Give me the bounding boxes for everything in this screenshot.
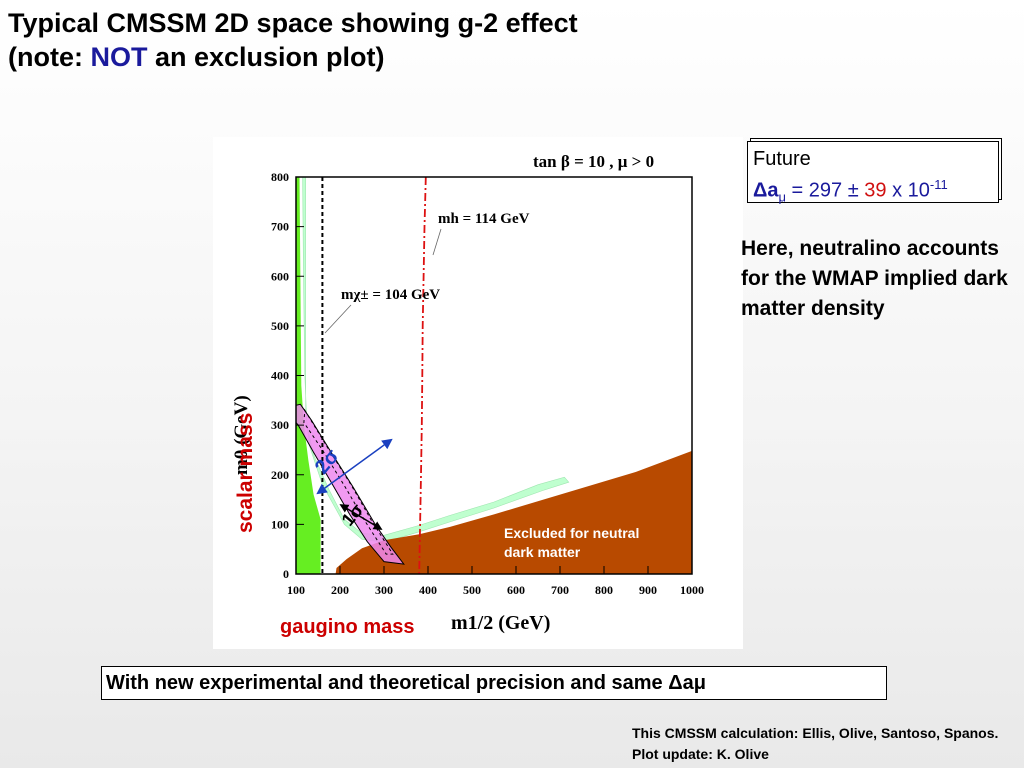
future-label: Future — [753, 148, 811, 170]
future-mu-sub: μ — [778, 189, 787, 205]
future-precision-box: Future Δaμ = 297 ± 39 x 10-11 — [747, 141, 999, 205]
title-line-2-prefix: (note: — [8, 42, 91, 72]
future-exponent: -11 — [929, 177, 948, 192]
x-tick-label: 900 — [639, 583, 657, 597]
higgs-label-pointer — [432, 228, 442, 256]
future-delta-a: Δa — [753, 179, 779, 202]
cmssm-chart: 100 200 300 400 500 600 700 800 900 1000 0 100 200 30… — [231, 152, 704, 638]
x-tick-label: 200 — [331, 583, 349, 597]
x-tick-label: 500 — [463, 583, 481, 597]
bottom-caption-text: With new experimental and theoretical pr… — [106, 672, 706, 694]
x-tick-label: 700 — [551, 583, 569, 597]
neutralino-note: Here, neutralino accounts for the WMAP i… — [741, 237, 1008, 320]
future-eq: = 297 — [786, 179, 848, 202]
y-tick-label: 0 — [283, 567, 289, 581]
y-tick-label: 600 — [271, 269, 289, 283]
higgs-line-label: mh = 114 GeV — [438, 211, 530, 227]
credit-text: This CMSSM calculation: Ellis, Olive, Sa… — [632, 725, 999, 762]
x-tick-label: 1000 — [680, 583, 704, 597]
y-tick-label: 800 — [271, 170, 289, 184]
future-pm: ± — [847, 179, 859, 202]
x-tick-label: 600 — [507, 583, 525, 597]
chargino-line-label: mχ± = 104 GeV — [341, 287, 440, 303]
excluded-region-label: Excluded for neutral dark matter — [504, 525, 639, 560]
x-tick-label: 400 — [419, 583, 437, 597]
x-tick-label: 800 — [595, 583, 613, 597]
two-sigma-arrow — [316, 438, 393, 495]
y-axis-overlay-label: scalar mass — [234, 413, 257, 533]
future-times: x 10 — [886, 179, 930, 202]
one-sigma-arrow — [339, 504, 383, 530]
excluded-label-line-2: dark matter — [504, 544, 581, 560]
future-error: 39 — [858, 179, 887, 202]
y-tick-label: 300 — [271, 418, 289, 432]
y-tick-label: 100 — [271, 517, 289, 531]
y-axis-label: m0 (GeV) — [231, 395, 252, 475]
bottom-caption-box: With new experimental and theoretical pr… — [101, 666, 887, 700]
chart-title: tan β = 10 , μ > 0 — [533, 152, 654, 171]
slide-title: Typical CMSSM 2D space showing g-2 effec… — [8, 6, 578, 74]
title-highlight-not: NOT — [90, 42, 148, 72]
y-tick-label: 500 — [271, 319, 289, 333]
title-line-1: Typical CMSSM 2D space showing g-2 effec… — [8, 8, 578, 38]
x-tick-label: 100 — [287, 583, 305, 597]
future-value-line: Δaμ = 297 ± 39 x 10-11 — [753, 172, 998, 211]
chargino-label-pointer — [324, 304, 352, 334]
y-tick-label: 400 — [271, 369, 289, 383]
axes-layer: 100 200 300 400 500 600 700 800 900 1000 0 100 200 30… — [271, 170, 704, 597]
y-tick-label: 200 — [271, 468, 289, 482]
x-axis-overlay-label: gaugino mass — [280, 616, 414, 638]
annotation-layer: tan β = 10 , μ > 0 mh = 114 GeV mχ± = 10… — [231, 152, 654, 638]
plot-panel: 100 200 300 400 500 600 700 800 900 1000 0 100 200 30… — [213, 137, 743, 649]
excluded-region — [335, 450, 692, 574]
excluded-label-line-1: Excluded for neutral — [504, 525, 639, 541]
x-axis-label: m1/2 (GeV) — [451, 612, 550, 634]
y-tick-label: 700 — [271, 220, 289, 234]
title-line-2-suffix: an exclusion plot) — [147, 42, 385, 72]
line-layer — [321, 177, 427, 574]
x-tick-label: 300 — [375, 583, 393, 597]
higgs-mass-line — [418, 177, 427, 574]
